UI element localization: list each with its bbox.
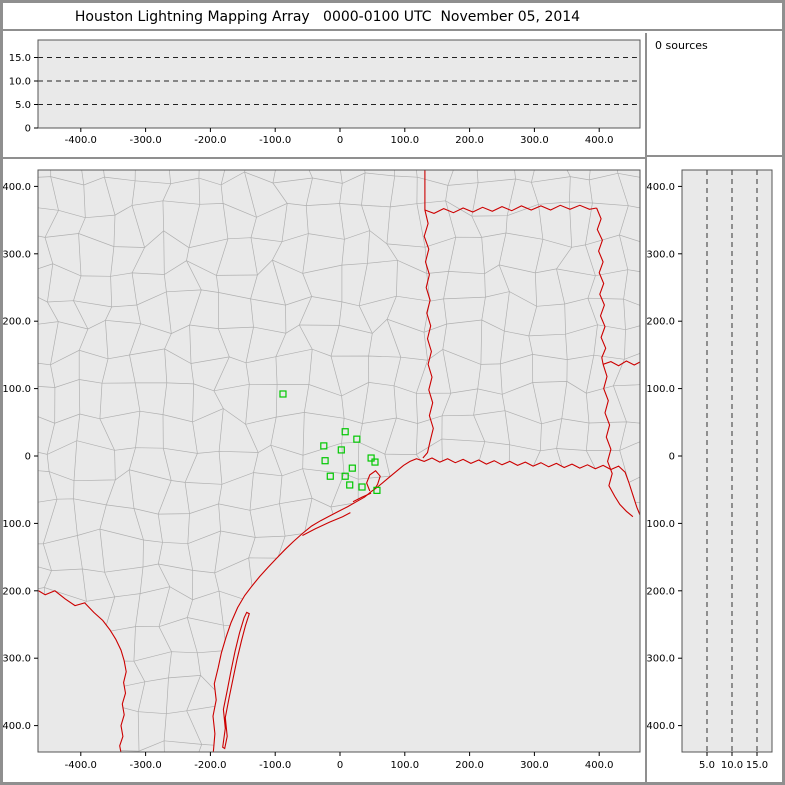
y-tick-label: 100.0	[647, 384, 675, 395]
x-tick-label: 0	[337, 135, 343, 146]
galveston-bay	[366, 470, 381, 492]
altitude-ew-plot: -400.0 -300.0 -200.0 -100.0 0 100.0 200.0 300.0…	[9, 39, 641, 146]
padre-island	[222, 611, 250, 750]
altitude-ew-panel: -400.0 -300.0 -200.0 -100.0 0 100.0 200.0 300.0…	[3, 33, 647, 159]
lma-station-marker	[341, 428, 349, 436]
map-background	[38, 170, 640, 752]
figure-title: Houston Lightning Mapping Array 0000-010…	[3, 3, 782, 31]
lma-station-marker	[320, 442, 328, 450]
lma-station-marker	[279, 390, 287, 398]
sources-panel: 0 sources	[647, 33, 782, 157]
red-river-border	[424, 204, 597, 214]
x-tick-label: 200.0	[455, 135, 484, 146]
y-tick-label: 300.0	[3, 249, 31, 260]
x-tick-label: 400.0	[585, 135, 614, 146]
x-tick-label: 300.0	[520, 760, 549, 771]
plot-area-background	[682, 170, 772, 752]
lma-station-marker	[341, 472, 349, 480]
state-borders	[38, 170, 640, 752]
x-tick-label: 100.0	[390, 135, 419, 146]
louisiana-arkansas-border	[602, 360, 640, 367]
sources-count-label: 0 sources	[655, 39, 708, 52]
y-tick-label: 5.0	[15, 100, 31, 111]
y-tick-label: -400.0	[3, 721, 31, 732]
y-tick-label: -300.0	[3, 654, 31, 665]
x-tick-label: -200.0	[194, 135, 226, 146]
y-tick-label: 200.0	[647, 317, 675, 328]
plot-frame	[681, 169, 773, 753]
lma-station-marker	[321, 457, 329, 465]
x-tick-label: -300.0	[129, 760, 161, 771]
x-tick-label: 15.0	[746, 760, 768, 771]
plot-frame	[37, 169, 641, 753]
plot-frame	[37, 39, 641, 129]
y-tick-label: -200.0	[647, 586, 675, 597]
plan-view-map-plot: -400.0 -300.0 -200.0 -100.0 0 100.0 200.0 300.0…	[3, 169, 641, 771]
x-tick-label: 300.0	[520, 135, 549, 146]
altitude-ns-panel: 5.0 10.015.0 400.0 300.0 200.0 100.0 0 -100.0 -2…	[647, 159, 782, 782]
y-tick-label: -200.0	[3, 586, 31, 597]
x-tick-label: -400.0	[65, 760, 97, 771]
lma-station-marker	[358, 483, 366, 491]
y-tick-label: 400.0	[647, 182, 675, 193]
y-tick-label: 400.0	[3, 182, 31, 193]
y-tick-label: -300.0	[647, 654, 675, 665]
galveston-island	[352, 492, 372, 503]
y-tick-label: 15.0	[9, 53, 31, 64]
altitude-ns-plot: 5.0 10.015.0 400.0 300.0 200.0 100.0 0 -100.0 -2…	[647, 169, 773, 771]
y-tick-label: 100.0	[3, 384, 31, 395]
lma-station-marker	[346, 481, 354, 489]
y-tick-label: 200.0	[3, 317, 31, 328]
y-tick-label: 0	[25, 124, 31, 135]
mississippi-river-lower	[602, 364, 634, 518]
arkansas-border-river	[596, 207, 607, 365]
lma-station-marker	[353, 435, 361, 443]
x-tick-label: -100.0	[259, 760, 291, 771]
x-tick-label: -300.0	[129, 135, 161, 146]
texas-louisiana-border	[422, 209, 434, 459]
lma-station-marker	[373, 486, 381, 494]
y-tick-label: 300.0	[647, 249, 675, 260]
x-tick-label: -400.0	[65, 135, 97, 146]
x-tick-label: -200.0	[194, 760, 226, 771]
lma-station-marker	[371, 458, 379, 466]
lma-station-marker	[337, 446, 345, 454]
y-tick-label: 0	[25, 452, 31, 463]
x-tick-label: 10.0	[721, 760, 743, 771]
lma-station-marker	[367, 454, 375, 462]
x-tick-label: 400.0	[585, 760, 614, 771]
lma-station-marker	[326, 472, 334, 480]
y-tick-label: -100.0	[3, 519, 31, 530]
x-tick-label: 200.0	[455, 760, 484, 771]
matagorda-island	[302, 512, 351, 536]
plot-area-background	[38, 40, 640, 128]
y-tick-label: 0	[669, 452, 675, 463]
y-tick-label: -400.0	[647, 721, 675, 732]
x-tick-label: 100.0	[390, 760, 419, 771]
x-tick-label: 0	[337, 760, 343, 771]
y-tick-label: -100.0	[647, 519, 675, 530]
plan-view-map-panel: -400.0 -300.0 -200.0 -100.0 0 100.0 200.0 300.0…	[3, 159, 647, 782]
rio-grande-river	[38, 589, 127, 752]
lma-stations	[279, 390, 381, 494]
lma-station-marker	[348, 464, 356, 472]
coastline	[212, 457, 640, 752]
y-tick-label: 10.0	[9, 77, 31, 88]
x-tick-label: 5.0	[699, 760, 715, 771]
x-tick-label: -100.0	[259, 135, 291, 146]
